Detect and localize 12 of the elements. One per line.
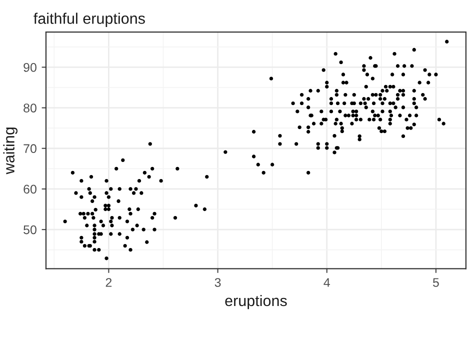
y-tick-label: 50 [24, 225, 36, 234]
y-tick-label: 60 [24, 184, 36, 194]
x-tick-label: 2 [106, 278, 112, 287]
x-tick-label: 3 [214, 278, 221, 287]
x-tick-label: 4 [324, 278, 330, 287]
x-axis-title: eruptions [225, 294, 287, 310]
chart-title: faithful eruptions [34, 12, 145, 27]
y-tick-label: 70 [24, 144, 36, 154]
y-tick-label: 90 [24, 63, 36, 72]
y-axis-title: waiting [3, 128, 18, 174]
x-tick-label: 5 [432, 278, 439, 287]
y-tick-label: 80 [24, 104, 36, 112]
